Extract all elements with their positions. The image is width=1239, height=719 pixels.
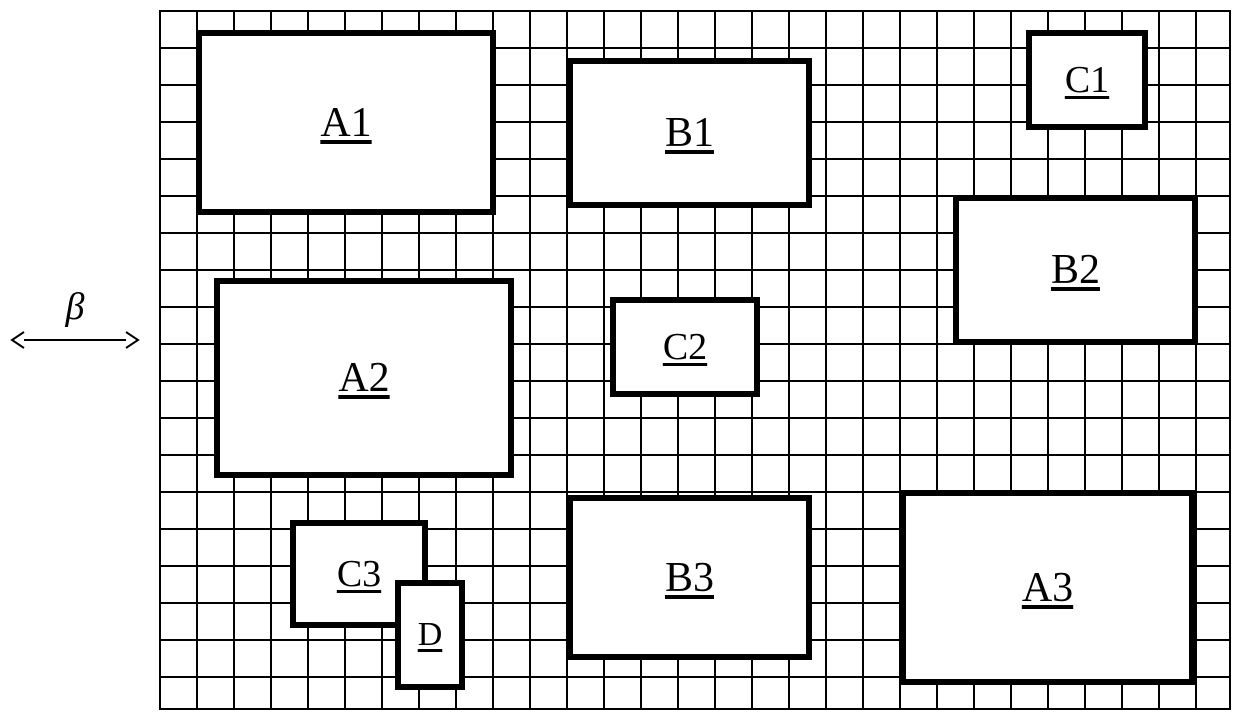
beta-symbol: β xyxy=(66,288,85,326)
box-d: D xyxy=(395,580,465,690)
box-c2: C2 xyxy=(610,297,760,397)
box-a2: A2 xyxy=(214,278,514,478)
box-b3: B3 xyxy=(567,495,812,660)
box-label: A1 xyxy=(320,99,371,147)
beta-indicator: β xyxy=(10,288,140,349)
box-label: B2 xyxy=(1051,246,1100,294)
box-label: A3 xyxy=(1022,564,1073,612)
box-label: B1 xyxy=(665,109,714,157)
box-label: C2 xyxy=(663,325,707,369)
double-arrow-icon xyxy=(10,326,140,354)
diagram-canvas: β A1 B1 C1 B2 C2 A2 C3 D B3 A3 xyxy=(0,0,1239,719)
box-a3: A3 xyxy=(900,490,1195,685)
box-label: C3 xyxy=(337,552,381,596)
box-c1: C1 xyxy=(1026,30,1148,130)
box-label: C1 xyxy=(1065,58,1109,102)
box-label: A2 xyxy=(338,354,389,402)
box-label: B3 xyxy=(665,554,714,602)
box-b2: B2 xyxy=(953,195,1198,345)
box-b1: B1 xyxy=(567,58,812,208)
box-a1: A1 xyxy=(196,30,496,215)
box-label: D xyxy=(418,616,443,654)
